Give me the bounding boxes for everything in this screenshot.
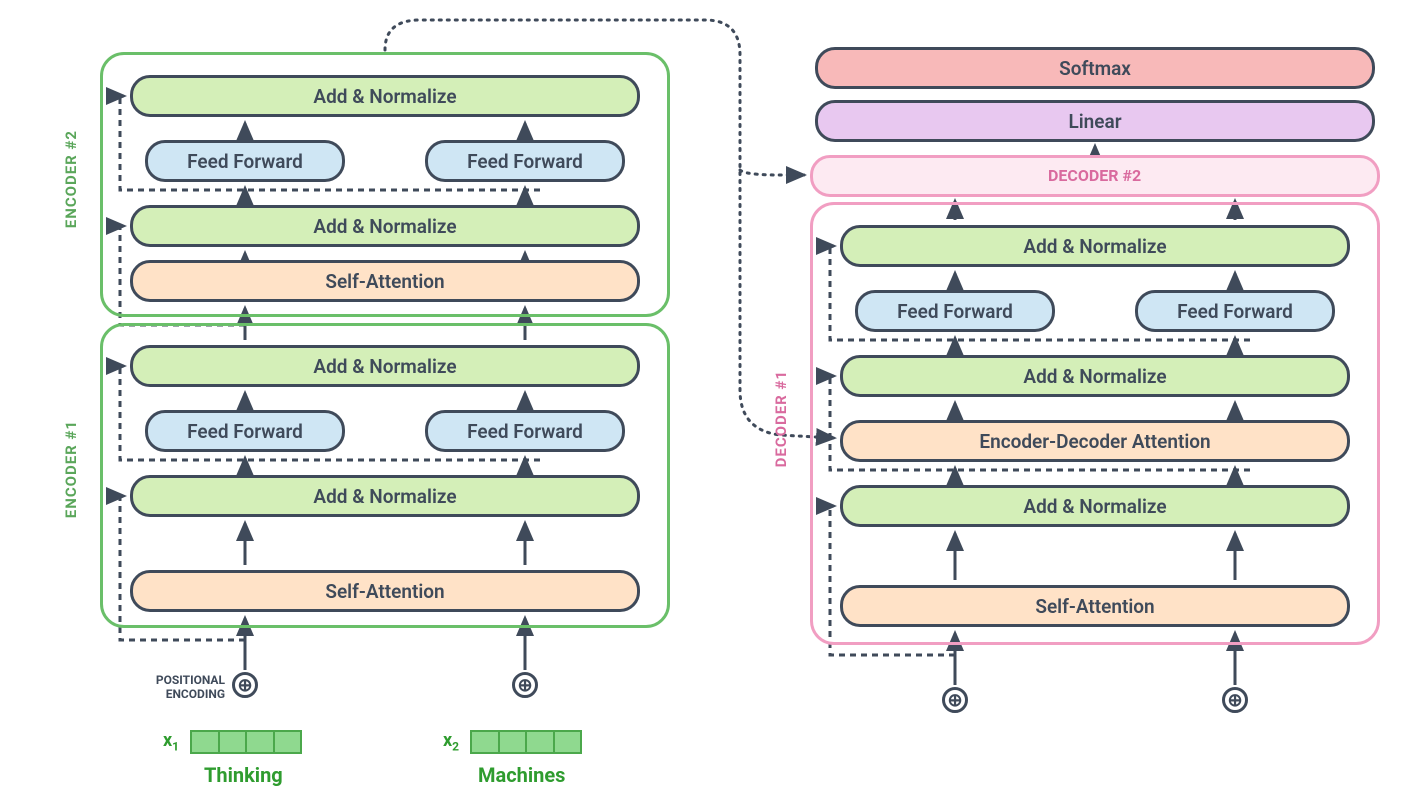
decoder-2-label: DECODER #2 [1048,166,1141,185]
plus-enc-right: ⊕ [512,672,538,698]
enc2-addnorm-2: Add & Normalize [130,205,640,247]
dec1-addnorm-3: Add & Normalize [840,485,1350,527]
plus-dec-left: ⊕ [942,687,968,713]
x2-label: x2 [443,730,459,754]
x1-vector [190,730,302,754]
enc2-ff-right: Feed Forward [425,140,625,182]
encoder-2-label: ENCODER #2 [62,130,80,228]
word-thinking: Thinking [204,763,283,787]
dec1-addnorm-2: Add & Normalize [840,355,1350,397]
enc2-ff-left: Feed Forward [145,140,345,182]
enc1-selfattn: Self-Attention [130,570,640,612]
positional-encoding-label: POSITIONALENCODING [130,673,225,702]
x2-vector [470,730,582,754]
dec1-ff-left: Feed Forward [855,290,1055,332]
plus-dec-right: ⊕ [1222,687,1248,713]
linear-block: Linear [815,100,1375,142]
word-machines: Machines [478,763,565,787]
dec1-selfattn: Self-Attention [840,585,1350,627]
plus-enc-left: ⊕ [232,672,258,698]
enc1-addnorm-1: Add & Normalize [130,345,640,387]
dec1-addnorm-1: Add & Normalize [840,225,1350,267]
enc1-ff-left: Feed Forward [145,410,345,452]
dec1-ff-right: Feed Forward [1135,290,1335,332]
enc1-ff-right: Feed Forward [425,410,625,452]
x1-label: x1 [163,730,179,754]
enc1-addnorm-2: Add & Normalize [130,475,640,517]
decoder-1-label: DECODER #1 [772,370,790,467]
enc2-selfattn: Self-Attention [130,260,640,302]
dec1-encdec: Encoder-Decoder Attention [840,420,1350,462]
encoder-1-label: ENCODER #1 [62,420,80,518]
softmax-block: Softmax [815,47,1375,89]
enc2-addnorm-1: Add & Normalize [130,75,640,117]
